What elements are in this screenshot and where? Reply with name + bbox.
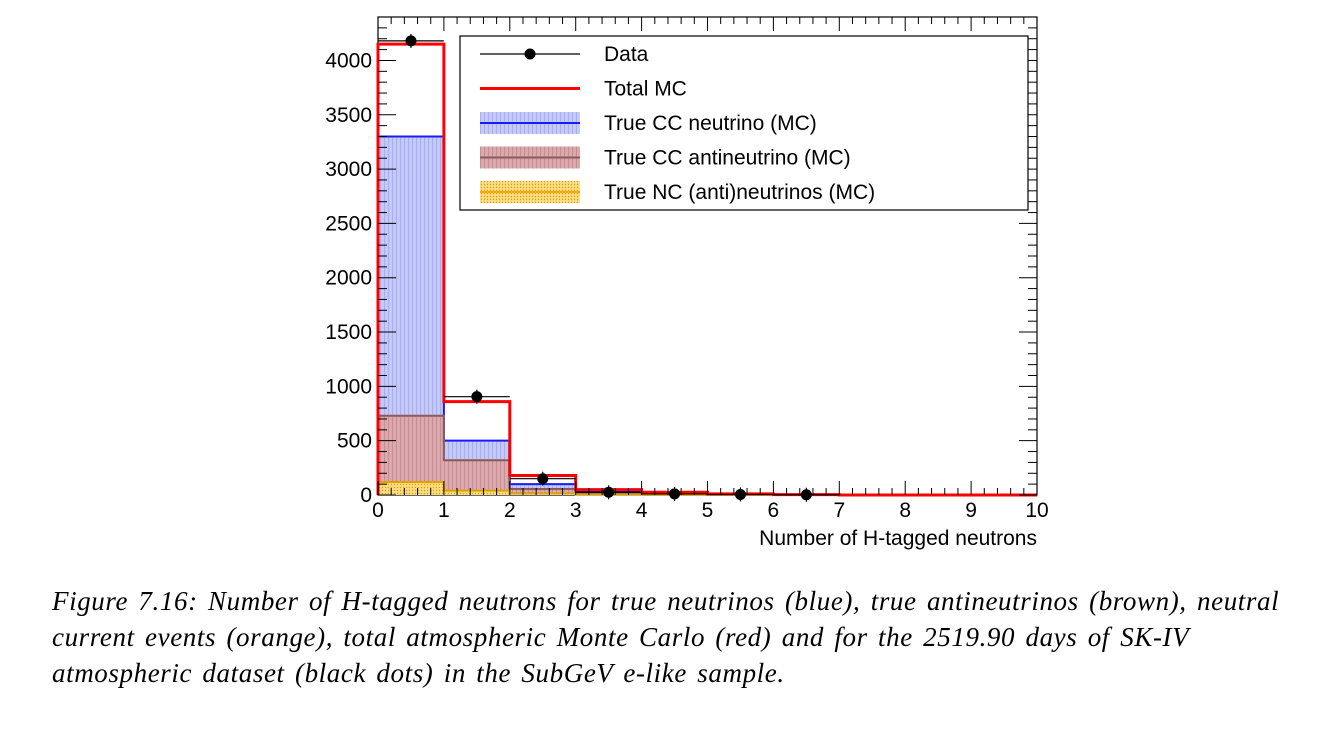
hist-bar bbox=[509, 489, 576, 495]
legend-swatch-marker bbox=[524, 48, 536, 60]
x-tick-label: 6 bbox=[768, 499, 780, 522]
data-point bbox=[669, 488, 681, 500]
data-point bbox=[537, 473, 549, 485]
x-tick-label: 4 bbox=[636, 499, 648, 522]
data-point bbox=[471, 391, 483, 403]
x-tick-label: 2 bbox=[504, 499, 516, 522]
x-tick-label: 1 bbox=[438, 499, 450, 522]
hist-bar bbox=[378, 481, 444, 495]
histogram-chart: 0 1 2 3 4 5 6 7 8 9 10 0 500 1000 1500 2000 2500 3000 3500… bbox=[325, 16, 1049, 550]
data-point bbox=[603, 486, 615, 498]
data-point bbox=[734, 488, 746, 500]
x-tick-label: 7 bbox=[833, 499, 845, 522]
legend-label: True CC antineutrino (MC) bbox=[604, 147, 851, 170]
legend-label: Total MC bbox=[604, 78, 687, 101]
x-tick-label: 0 bbox=[372, 499, 384, 522]
data-point bbox=[405, 35, 417, 47]
x-tick-label: 8 bbox=[899, 499, 911, 522]
y-tick-label: 1500 bbox=[325, 321, 372, 344]
legend-label: Data bbox=[604, 43, 649, 66]
y-tick-label: 4000 bbox=[325, 49, 372, 72]
axes: 0 1 2 3 4 5 6 7 8 9 10 0 500 1000 1500 2000 2500 3000 3500… bbox=[325, 16, 1049, 522]
figure-caption: Figure 7.16: Number of H-tagged neutrons… bbox=[52, 586, 1280, 688]
x-tick-label: 3 bbox=[570, 499, 582, 522]
legend-label: True NC (anti)neutrinos (MC) bbox=[604, 181, 875, 204]
y-tick-label: 2000 bbox=[325, 267, 372, 290]
data-points bbox=[378, 33, 840, 502]
y-tick-label: 0 bbox=[360, 484, 372, 507]
hist-fills bbox=[378, 136, 840, 495]
y-tick-label: 500 bbox=[337, 430, 372, 453]
legend-label: True CC neutrino (MC) bbox=[604, 112, 817, 135]
y-tick-label: 1000 bbox=[325, 375, 372, 398]
legend: Data Total MC True CC neutrino (MC) True CC… bbox=[459, 35, 1029, 211]
x-axis-label: Number of H-tagged neutrons bbox=[759, 527, 1037, 550]
x-tick-label: 10 bbox=[1025, 499, 1048, 522]
y-tick-label: 3500 bbox=[325, 104, 372, 127]
hist-bar bbox=[443, 460, 510, 495]
y-tick-label: 3000 bbox=[325, 158, 372, 181]
y-tick-label: 2500 bbox=[325, 212, 372, 235]
hist-bar bbox=[443, 490, 510, 495]
x-tick-label: 5 bbox=[702, 499, 714, 522]
data-point bbox=[800, 489, 812, 501]
x-tick-label: 9 bbox=[965, 499, 977, 522]
